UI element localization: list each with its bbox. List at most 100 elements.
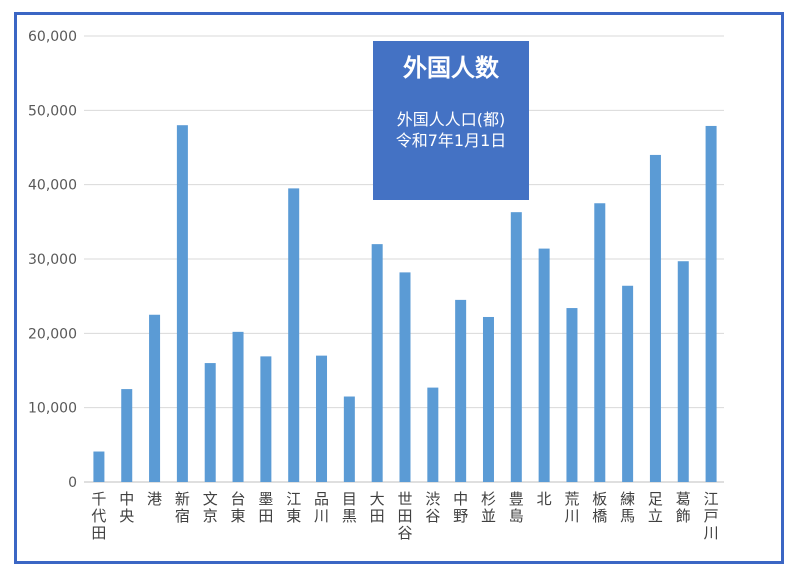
bars: [93, 125, 717, 483]
x-tick-char: 宿: [175, 507, 190, 525]
y-tick-label: 0: [68, 475, 77, 491]
x-tick-char: 中: [453, 490, 468, 508]
x-tick-char: 葛: [676, 490, 691, 508]
x-tick-char: 央: [119, 507, 134, 525]
x-tick-char: 川: [564, 507, 579, 525]
x-tick-char: 渋: [425, 490, 440, 508]
y-tick-label: 20,000: [28, 326, 77, 342]
x-tick-char: 世: [397, 490, 412, 508]
bar: [149, 314, 161, 482]
x-tick-char: 大: [370, 490, 385, 508]
x-tick-char: 田: [258, 507, 273, 525]
x-tick-char: 並: [481, 507, 496, 525]
bar: [371, 244, 383, 482]
x-tick-label: 荒川: [564, 490, 579, 525]
bar: [232, 331, 244, 482]
y-tick-label: 50,000: [28, 103, 77, 119]
bar: [176, 125, 188, 482]
x-tick-label: 杉並: [481, 490, 496, 525]
x-tick-char: 豊: [509, 490, 524, 508]
chart-title-box: 外国人数 外国人人口(都) 令和7年1月1日: [373, 41, 529, 200]
x-tick-char: 荒: [564, 490, 579, 508]
x-tick-label: 中野: [453, 490, 468, 525]
x-tick-char: 谷: [397, 524, 412, 542]
x-tick-char: 代: [91, 507, 106, 525]
x-tick-char: 黒: [342, 507, 357, 525]
x-tick-char: 川: [314, 507, 329, 525]
x-tick-label: 世田谷: [397, 490, 412, 542]
x-tick-label: 北: [537, 490, 552, 508]
x-tick-label: 新宿: [175, 490, 190, 525]
y-tick-label: 60,000: [28, 29, 77, 45]
y-tick-label: 10,000: [28, 401, 77, 417]
bar: [399, 272, 411, 482]
x-tick-char: 目: [342, 490, 357, 508]
bar: [566, 308, 578, 482]
x-tick-char: 杉: [481, 490, 496, 508]
x-tick-char: 文: [203, 490, 218, 508]
x-tick-label: 墨田: [258, 490, 273, 525]
x-tick-char: 戸: [704, 507, 719, 525]
x-tick-char: 東: [286, 507, 301, 525]
x-tick-char: 練: [620, 490, 635, 508]
x-tick-char: 東: [231, 507, 246, 525]
x-tick-char: 野: [453, 507, 468, 525]
x-tick-char: 京: [203, 507, 218, 525]
x-tick-char: 馬: [620, 507, 635, 525]
x-tick-char: 台: [231, 490, 246, 508]
x-tick-label: 千代田: [91, 490, 106, 542]
bar: [677, 261, 689, 482]
bar: [510, 212, 522, 483]
x-tick-char: 板: [592, 490, 607, 508]
bar: [538, 248, 550, 482]
x-tick-label: 江東: [286, 490, 301, 525]
chart-frame: 0 10,000 20,000 30,000 40,000 50,000 60,000 千代…: [14, 12, 784, 564]
x-tick-label: 中央: [119, 490, 134, 525]
x-tick-char: 谷: [425, 507, 440, 525]
x-tick-char: 田: [370, 507, 385, 525]
x-tick-label: 品川: [314, 490, 329, 525]
x-tick-char: 橋: [592, 507, 607, 525]
x-tick-char: 川: [704, 524, 719, 542]
chart-title: 外国人数: [403, 54, 499, 82]
y-tick-label: 40,000: [28, 178, 77, 194]
x-tick-label: 渋谷: [425, 490, 440, 525]
x-tick-char: 中: [119, 490, 134, 508]
x-tick-label: 葛飾: [676, 490, 691, 525]
bar: [288, 188, 300, 482]
bar: [594, 203, 606, 482]
x-tick-label: 台東: [231, 490, 246, 525]
x-tick-char: 立: [648, 507, 663, 525]
x-tick-label: 豊島: [509, 490, 524, 525]
x-tick-label: 足立: [648, 490, 663, 525]
bar: [93, 451, 105, 482]
bar-chart: 0 10,000 20,000 30,000 40,000 50,000 60,000 千代…: [28, 29, 724, 542]
x-tick-char: 港: [147, 490, 162, 508]
x-tick-char: 島: [509, 507, 524, 525]
bar: [343, 396, 355, 482]
x-tick-label: 大田: [370, 490, 385, 525]
x-tick-char: 足: [648, 490, 663, 508]
x-tick-char: 江: [286, 490, 301, 508]
x-tick-char: 飾: [676, 507, 691, 525]
x-tick-char: 田: [397, 507, 412, 525]
bar: [427, 387, 439, 482]
x-tick-char: 品: [314, 490, 329, 508]
chart-subtitle-line-1: 外国人人口(都): [396, 110, 506, 129]
x-tick-label: 港: [147, 490, 162, 508]
x-tick-char: 田: [91, 524, 106, 542]
bar: [705, 125, 717, 483]
x-tick-label: 江戸川: [704, 490, 719, 542]
x-tick-char: 千: [91, 490, 106, 508]
bar: [649, 154, 661, 482]
bar: [121, 389, 133, 482]
x-tick-label: 文京: [203, 490, 218, 525]
bar: [204, 363, 216, 482]
y-axis: 0 10,000 20,000 30,000 40,000 50,000 60,000: [28, 29, 77, 491]
bar: [455, 299, 467, 482]
bar: [482, 316, 494, 482]
x-tick-char: 江: [704, 490, 719, 508]
bar: [316, 355, 328, 482]
x-tick-label: 目黒: [342, 490, 357, 525]
